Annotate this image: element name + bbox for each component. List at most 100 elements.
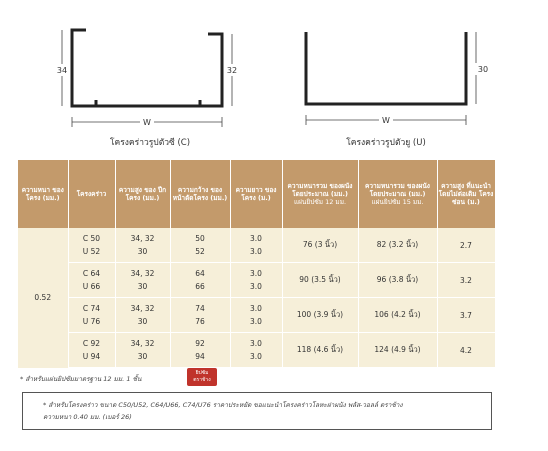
c-profile-shape bbox=[70, 28, 224, 108]
column-header: ความหนา ของ โครง (มม.) bbox=[18, 160, 69, 228]
width-cell: 74 76 bbox=[170, 297, 231, 333]
length-cell: 3.0 3.0 bbox=[230, 332, 283, 368]
length-cell: 3.0 3.0 bbox=[230, 228, 283, 263]
cell-line: U 76 bbox=[82, 317, 101, 326]
column-header: ความสูง ที่แนะนำ โดยไม่ต่อเติม โครงซ่อน … bbox=[437, 160, 496, 228]
header-title: ความยาว ของ โครง (ม.) bbox=[235, 186, 277, 202]
column-header: ความยาว ของ โครง (ม.) bbox=[230, 160, 283, 228]
cell-line: 34, 32 bbox=[130, 269, 155, 278]
wall-15-cell: 96 (3.8 นิ้ว) bbox=[358, 262, 438, 298]
max-height-cell: 3.2 bbox=[437, 262, 496, 298]
flange-cell: 34, 32 30 bbox=[115, 297, 171, 333]
cell-line: 30 bbox=[137, 317, 148, 326]
cell-line: 3.0 bbox=[250, 339, 262, 348]
cell-line: 3.0 bbox=[250, 234, 262, 243]
dimension-label: 30 bbox=[478, 65, 488, 74]
wall-15-cell: 124 (4.9 นิ้ว) bbox=[358, 332, 438, 368]
cell-line: 76 bbox=[195, 317, 205, 326]
cell-line: 3.0 bbox=[250, 247, 262, 256]
cell-line: 30 bbox=[137, 282, 148, 291]
cell-line: U 52 bbox=[82, 247, 101, 256]
cell-line: C 92 bbox=[82, 339, 101, 348]
profile-diagrams: 34 32 W โครงคร่าวรูปตัวซี (C) 30 W โครงค… bbox=[56, 28, 488, 148]
frames-cell: C 64 U 66 bbox=[68, 262, 116, 298]
cell-line: 50 bbox=[195, 234, 205, 243]
spec-table: ความหนา ของ โครง (มม.) โครงคร่าว ความสูง ข… bbox=[18, 160, 496, 368]
note-box: * สำหรับโครงคร่าว ขนาด C50/U52, C64/U66,… bbox=[22, 392, 492, 430]
diagram-caption: โครงคร่าวรูปตัวยู (U) bbox=[346, 137, 426, 148]
length-cell: 3.0 3.0 bbox=[230, 262, 283, 298]
table-row: 0.52 C 50 U 52 34, 32 30 50 52 3.0 3.0 76 (3 นิ้ว… bbox=[18, 228, 496, 368]
width-cell: 50 52 bbox=[170, 228, 231, 263]
frames-cell: C 92 U 94 bbox=[68, 332, 116, 368]
thickness-cell: 0.52 bbox=[18, 228, 69, 368]
cell-line: C 64 bbox=[82, 269, 101, 278]
table-row: C 92 U 94 34, 32 30 92 94 3.0 3.0 118 (4.6 นิ้ว)… bbox=[18, 332, 496, 368]
cell-line: 64 bbox=[195, 269, 205, 278]
table-row: C 74 U 76 34, 32 30 74 76 3.0 3.0 100 (3.9 นิ้ว)… bbox=[18, 297, 496, 333]
wall-12-cell: 100 (3.9 นิ้ว) bbox=[282, 297, 359, 333]
note-line: ความหนา 0.40 มม. (เบอร์ 26) bbox=[43, 413, 132, 421]
cell-line: 34, 32 bbox=[130, 234, 155, 243]
cell-line: 94 bbox=[195, 352, 205, 361]
cell-line: 52 bbox=[195, 247, 205, 256]
width-cell: 92 94 bbox=[170, 332, 231, 368]
cell-line: C 74 bbox=[82, 304, 101, 313]
flange-cell: 34, 32 30 bbox=[115, 262, 171, 298]
header-title: โครงคร่าว bbox=[76, 190, 107, 198]
column-header: ความหนารวม ของผนัง โดยประมาณ (มม.) แผ่นยิ… bbox=[282, 160, 359, 228]
dimension-label: W bbox=[143, 118, 151, 127]
cell-line: 34, 32 bbox=[130, 304, 155, 313]
cell-line: 3.0 bbox=[250, 269, 262, 278]
header-title: ความหนารวม ของผนัง โดยประมาณ (มม.) bbox=[287, 182, 353, 198]
width-cell: 64 66 bbox=[170, 262, 231, 298]
table-row: C 64 U 66 34, 32 30 64 66 3.0 3.0 90 (3.5 นิ้ว) 9… bbox=[18, 262, 496, 298]
cell-line: 34, 32 bbox=[130, 339, 155, 348]
wall-12-cell: 90 (3.5 นิ้ว) bbox=[282, 262, 359, 298]
logo-text: ยิปซัม bbox=[195, 370, 209, 376]
dimension-label: 32 bbox=[227, 66, 237, 75]
logo-text: ตราช้าง bbox=[193, 377, 211, 383]
column-header: ความสูง ของ ปีกโครง (มม.) bbox=[115, 160, 171, 228]
footnote: * สำหรับแผ่นยิปซัมมาตรฐาน 12 มม. 1 ชั้น bbox=[20, 375, 142, 383]
table-body: 0.52 C 50 U 52 34, 32 30 50 52 3.0 3.0 76 (3 นิ้ว… bbox=[18, 228, 496, 368]
header-sub: แผ่นยิปซัม 15 มม. bbox=[371, 198, 424, 206]
dimension-label: W bbox=[382, 116, 390, 125]
column-header: ความหนารวม ของผนัง โดยประมาณ (มม.) แผ่นยิ… bbox=[358, 160, 438, 228]
column-header: ความกว้าง ของ หน้าตัดโครง (มม.) bbox=[170, 160, 231, 228]
wall-15-cell: 106 (4.2 นิ้ว) bbox=[358, 297, 438, 333]
cell-line: 30 bbox=[137, 352, 148, 361]
cell-line: 74 bbox=[195, 304, 205, 313]
flange-cell: 34, 32 30 bbox=[115, 332, 171, 368]
u-profile-shape bbox=[304, 32, 468, 106]
diagram-caption: โครงคร่าวรูปตัวซี (C) bbox=[110, 137, 190, 148]
brand-logo: ยิปซัม ตราช้าง bbox=[187, 368, 217, 386]
flange-cell: 34, 32 30 bbox=[115, 228, 171, 263]
max-height-cell: 2.7 bbox=[437, 228, 496, 263]
wall-12-cell: 76 (3 นิ้ว) bbox=[282, 228, 359, 263]
frames-cell: C 74 U 76 bbox=[68, 297, 116, 333]
header-row: ความหนา ของ โครง (มม.) โครงคร่าว ความสูง ข… bbox=[18, 160, 496, 228]
cell-line: U 66 bbox=[82, 282, 101, 291]
u-dimension-lines bbox=[305, 32, 477, 125]
header-title: ความกว้าง ของ หน้าตัดโครง (มม.) bbox=[172, 186, 228, 202]
cell-line: 3.0 bbox=[250, 352, 262, 361]
cell-line: 3.0 bbox=[250, 282, 262, 291]
cell-line: 3.0 bbox=[250, 304, 262, 313]
c-dimension-lines bbox=[61, 30, 233, 127]
cell-line: C 50 bbox=[82, 234, 101, 243]
note-line: * สำหรับโครงคร่าว ขนาด C50/U52, C64/U66,… bbox=[43, 401, 403, 409]
cell-line: 3.0 bbox=[250, 317, 262, 326]
wall-12-cell: 118 (4.6 นิ้ว) bbox=[282, 332, 359, 368]
max-height-cell: 3.7 bbox=[437, 297, 496, 333]
header-title: ความหนารวม ของผนัง โดยประมาณ (มม.) bbox=[365, 182, 430, 198]
dimension-label: 34 bbox=[57, 66, 67, 75]
cell-line: 92 bbox=[195, 339, 205, 348]
header-title: ความสูง ของ ปีกโครง (มม.) bbox=[118, 186, 167, 202]
cell-line: 66 bbox=[195, 282, 205, 291]
frames-cell: C 50 U 52 bbox=[68, 228, 116, 263]
column-header: โครงคร่าว bbox=[68, 160, 116, 228]
max-height-cell: 4.2 bbox=[437, 332, 496, 368]
